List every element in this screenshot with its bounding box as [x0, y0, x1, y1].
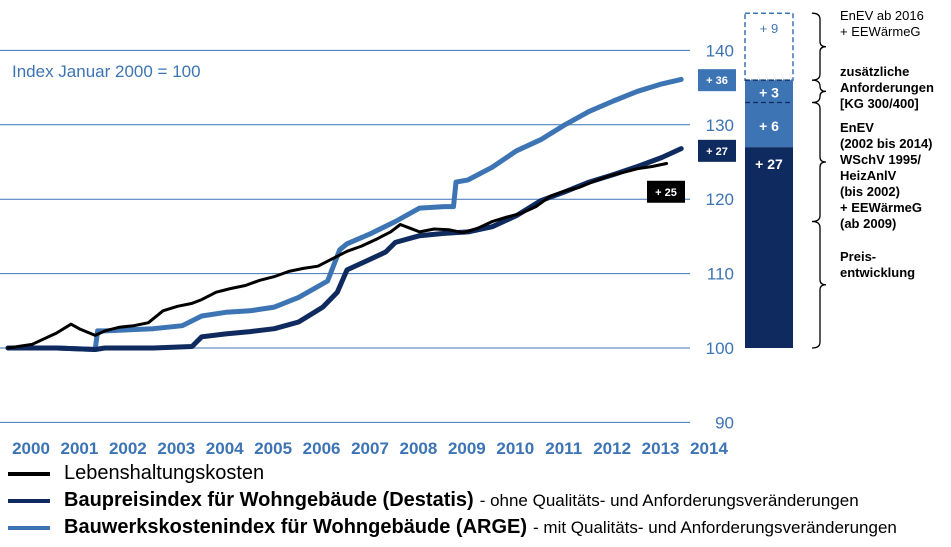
annotation-text-3: Preis-entwicklung [840, 249, 915, 280]
bar-segment-0 [745, 147, 793, 348]
annotation-line: EnEV ab 2016 [840, 8, 924, 23]
legend-item-1: Baupreisindex für Wohngebäude (Destatis)… [8, 487, 948, 514]
annotation-line: Anforderungen [840, 80, 934, 95]
annotation-line: [KG 300/400] [840, 96, 919, 111]
bar-segment-3 [744, 12, 794, 81]
legend-note: - mit Qualitäts- und Anforderungsverände… [533, 517, 897, 537]
y-tick-label-90: 90 [715, 413, 734, 432]
x-tick-label-2002: 2002 [109, 439, 147, 458]
legend-label: Lebenshaltungskosten [64, 462, 265, 484]
bar-segment-label-2: + 3 [759, 84, 779, 100]
annotation-text-1: zusätzliche Anforderungen [KG 300/400] [840, 64, 934, 111]
annotation-bracket-3 [811, 220, 827, 349]
bar-segment-1 [745, 102, 793, 148]
legend-label: Bauwerkskostenindex für Wohngebäude (ARG… [64, 516, 528, 538]
annotation-line: + EEWärmeG [840, 24, 921, 39]
x-tick-label-2007: 2007 [351, 439, 389, 458]
series-line-2 [5, 76, 684, 352]
end-label-0: + 36 [706, 75, 728, 87]
x-tick-label-2012: 2012 [593, 439, 631, 458]
annotation-line: WSchV 1995/ [840, 152, 921, 167]
annotation-line: zusätzliche [840, 64, 909, 79]
y-tick-label-100: 100 [706, 339, 734, 358]
end-label-box-2 [647, 180, 685, 203]
y-tick-label-130: 130 [706, 116, 734, 135]
bar-segment-label-3: + 9 [760, 21, 778, 36]
x-tick-label-2013: 2013 [642, 439, 680, 458]
gridlines [0, 49, 690, 423]
legend-label: Baupreisindex für Wohngebäude (Destatis) [64, 489, 474, 511]
series-line-1 [5, 146, 684, 352]
annotation-line: Preis- [840, 249, 876, 264]
annotation-text-2: EnEV (2002 bis 2014) WSchV 1995/HeizAnlV (b… [840, 120, 933, 231]
legend-note: - ohne Qualitäts- und Anforderungsveränd… [479, 490, 859, 510]
x-tick-label-2004: 2004 [206, 439, 244, 458]
annotation-line: HeizAnlV [840, 168, 897, 183]
x-tick-label-2014: 2014 [690, 439, 728, 458]
x-tick-label-2003: 2003 [157, 439, 195, 458]
legend-swatch [8, 498, 50, 503]
y-tick-label-120: 120 [706, 190, 734, 209]
annotation-line: EnEV [840, 120, 874, 135]
annotation-line: entwicklung [840, 265, 915, 280]
x-tick-label-2009: 2009 [448, 439, 486, 458]
bar-segment-label-1: + 6 [759, 118, 779, 134]
annotation-line: (2002 bis 2014) [840, 136, 933, 151]
legend-item-2: Bauwerkskostenindex für Wohngebäude (ARG… [8, 514, 948, 541]
x-tick-label-2010: 2010 [496, 439, 534, 458]
annotation-bracket-1 [811, 79, 827, 104]
legend-item-0: Lebenshaltungskosten [8, 460, 948, 487]
annotation-bracket-0 [811, 12, 827, 81]
x-tick-label-2008: 2008 [400, 439, 438, 458]
bar-segment-2 [745, 80, 793, 103]
x-tick-label-2011: 2011 [545, 439, 582, 458]
end-label-box-1 [698, 139, 736, 162]
annotation-text-0: EnEV ab 2016 + EEWärmeG [840, 8, 924, 39]
series-lines [5, 76, 684, 352]
annotation-bracket-2 [811, 101, 827, 223]
x-tick-label-2000: 2000 [12, 439, 50, 458]
annotation-line: (ab 2009) [840, 216, 896, 231]
end-label-box-0 [698, 69, 736, 92]
legend: Lebenshaltungskosten Baupreisindex für Wo… [8, 460, 948, 541]
x-axis-tick-labels: 2000 2001 2002 2003 2004 2005 2006 2007 2008 2009… [12, 439, 728, 458]
end-label-1: + 27 [706, 146, 728, 158]
y-axis-tick-labels: 90 100 110 120 130 140 [706, 41, 734, 432]
x-tick-label-2001: 2001 [61, 439, 99, 458]
y-tick-label-110: 110 [707, 265, 734, 284]
series-line-0 [6, 162, 669, 350]
annotation-line: + EEWärmeG [840, 200, 922, 215]
series-end-labels: + 36 + 27 + 25 [647, 69, 736, 203]
bar-segment-label-0: + 27 [755, 156, 783, 172]
x-tick-label-2006: 2006 [303, 439, 341, 458]
end-label-2: + 25 [655, 187, 677, 199]
index-base-label: Index Januar 2000 = 100 [12, 62, 201, 81]
legend-swatch [8, 471, 50, 476]
stacked-bar: + 27 + 6 + 3 + 9 [744, 12, 794, 348]
y-tick-label-140: 140 [706, 41, 734, 60]
x-tick-label-2005: 2005 [254, 439, 292, 458]
annotation-line: (bis 2002) [840, 184, 900, 199]
legend-swatch [8, 525, 50, 530]
